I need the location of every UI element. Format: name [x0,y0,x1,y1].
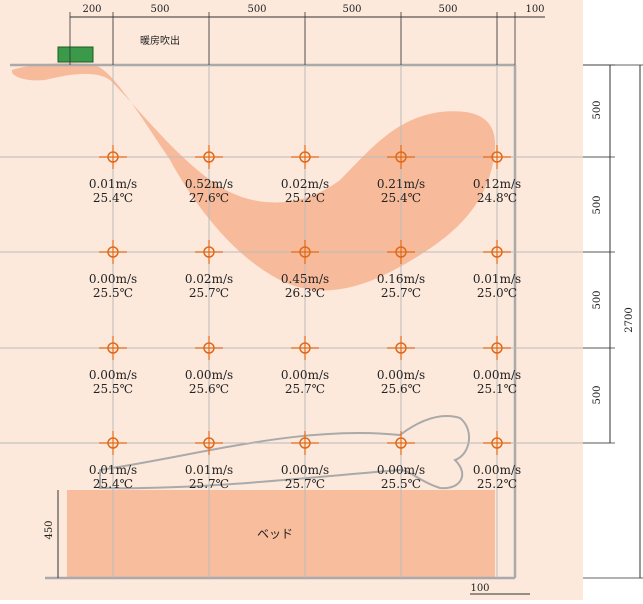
dim-label: 500 [438,4,457,15]
measure-point [107,437,119,449]
temp-label: 25.2℃ [477,477,517,491]
measure-point [299,437,311,449]
temp-label: 25.4℃ [381,191,421,205]
temp-label: 25.7℃ [381,286,421,300]
speed-label: 0.01m/s [89,463,137,477]
dim-label: 100 [470,583,489,594]
dim-label: 500 [247,4,266,15]
speed-label: 0.02m/s [185,272,233,286]
speed-label: 0.00m/s [281,368,329,382]
airflow-plume [11,63,496,291]
temp-label: 25.7℃ [189,286,229,300]
temp-label: 25.7℃ [285,477,325,491]
speed-label: 0.45m/s [281,272,329,286]
measure-point [203,342,215,354]
speed-label: 0.01m/s [89,177,137,191]
dim-label: 450 [44,520,55,539]
speed-label: 0.52m/s [185,177,233,191]
temp-label: 26.3℃ [285,286,325,300]
measure-point [395,151,407,163]
speed-label: 0.01m/s [185,463,233,477]
temp-label: 25.7℃ [285,382,325,396]
room-outline [10,63,517,580]
temp-label: 25.5℃ [93,382,133,396]
outlet-label: 暖房吹出 [140,34,180,47]
measure-point [491,342,503,354]
measure-point [203,246,215,258]
speed-label: 0.02m/s [281,177,329,191]
speed-label: 0.21m/s [377,177,425,191]
dim-label: 500 [592,195,603,214]
temp-label: 25.0℃ [477,286,517,300]
speed-label: 0.00m/s [281,463,329,477]
measure-point [395,246,407,258]
measure-point [107,151,119,163]
dim-label: 500 [592,385,603,404]
temp-label: 25.6℃ [189,382,229,396]
outlet [57,46,94,63]
dim-label: 100 [525,4,544,15]
measure-point [299,151,311,163]
temp-label: 25.4℃ [93,191,133,205]
bed-label: ベッド [257,527,293,541]
measure-point [107,342,119,354]
dim-label: 500 [342,4,361,15]
measure-point [299,246,311,258]
speed-label: 0.00m/s [185,368,233,382]
measure-point [299,342,311,354]
temp-label: 25.1℃ [477,382,517,396]
dim-label: 500 [592,290,603,309]
temp-label: 25.4℃ [93,477,133,491]
temp-label: 25.5℃ [93,286,133,300]
speed-label: 0.00m/s [89,368,137,382]
measure-point [203,437,215,449]
measure-point [491,151,503,163]
speed-label: 0.12m/s [473,177,521,191]
bed [67,490,495,577]
measure-point [107,246,119,258]
measure-point [491,437,503,449]
speed-label: 0.00m/s [473,463,521,477]
speed-label: 0.00m/s [377,368,425,382]
measure-point [203,151,215,163]
person [99,414,470,490]
temp-label: 27.6℃ [189,191,229,205]
speed-label: 0.01m/s [473,272,521,286]
temp-label: 24.8℃ [477,191,517,205]
speed-label: 0.00m/s [377,463,425,477]
speed-label: 0.00m/s [89,272,137,286]
dim-label: 200 [82,4,101,15]
temp-label: 25.7℃ [189,477,229,491]
temp-label: 25.6℃ [381,382,421,396]
dim-label: 500 [592,100,603,119]
temp-label: 25.5℃ [381,477,421,491]
measure-point [491,246,503,258]
dim-label: 2700 [624,307,635,332]
speed-label: 0.00m/s [473,368,521,382]
temp-label: 25.2℃ [285,191,325,205]
speed-label: 0.16m/s [377,272,425,286]
dim-label: 500 [150,4,169,15]
measure-point [395,342,407,354]
measure-point [395,437,407,449]
